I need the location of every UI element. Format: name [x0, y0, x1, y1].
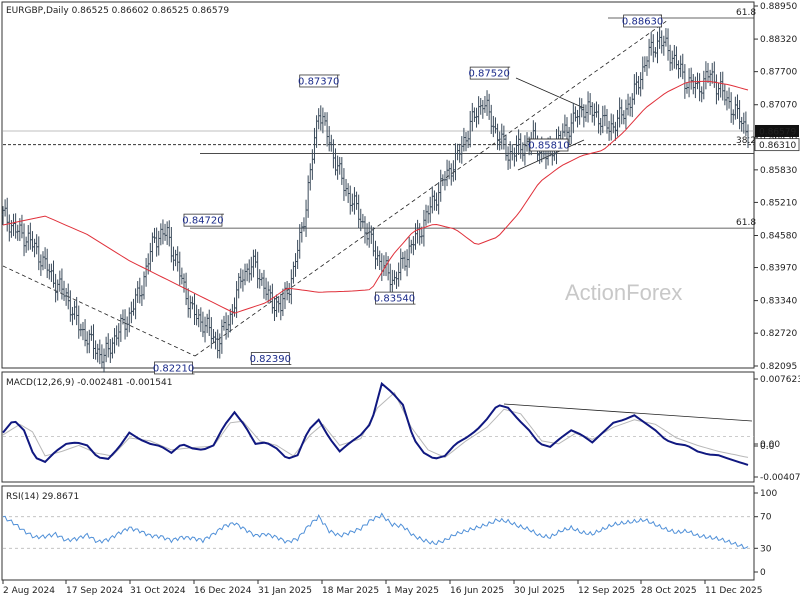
- price-tick-label: 0.85210: [760, 198, 797, 208]
- current-price-tag: 0.86579: [755, 124, 799, 137]
- price-tick-label: 0.87700: [760, 68, 797, 78]
- price-tick-label: 0.84580: [760, 231, 797, 241]
- fib-label: 61.8: [736, 8, 756, 18]
- support-price-tag: 0.86310: [754, 138, 800, 151]
- macd-panel-frame: [1, 371, 755, 483]
- date-tick-label: 16 Dec 2024: [194, 586, 252, 596]
- macd-axis: 0.007623 0.000.0 -0.004073: [754, 375, 800, 483]
- macd-tick-label: 0.007623: [760, 375, 800, 385]
- macd-tick-label: -0.004073: [760, 473, 800, 483]
- channel-lower-trendline: [2, 265, 196, 357]
- date-tick-label: 2 Aug 2024: [3, 586, 55, 596]
- triangle-lower-line: [517, 139, 585, 171]
- swing-label: 0.88630: [622, 14, 663, 28]
- date-tick-label: 12 Sep 2025: [578, 586, 635, 596]
- rsi-tick-label: 30: [760, 544, 772, 554]
- svg-text:0.87520: 0.87520: [469, 69, 510, 80]
- price-tick-label: 0.82095: [760, 362, 797, 372]
- date-tick-label: 28 Oct 2025: [641, 586, 697, 596]
- rsi-panel-frame: [1, 485, 755, 581]
- rsi-tick-label: 70: [760, 513, 772, 523]
- macd-tick-label: 0.0: [760, 442, 775, 452]
- date-tick-label: 31 Jan 2025: [258, 586, 312, 596]
- date-tick-label: 11 Dec 2025: [705, 586, 763, 596]
- swing-label: 0.83540: [374, 291, 416, 305]
- macd-tick-label: 0.00: [760, 440, 780, 450]
- triangle-upper-line: [515, 77, 585, 109]
- date-tick-label: 1 May 2025: [386, 586, 439, 596]
- svg-text:0.86310: 0.86310: [759, 141, 796, 151]
- macd-lines: [2, 381, 754, 466]
- svg-text:0.86579: 0.86579: [759, 127, 796, 137]
- swing-label: 0.85810: [527, 138, 570, 152]
- fib-label: 38.2: [736, 136, 756, 146]
- macd-main-line: [2, 381, 749, 466]
- price-tick-label: 0.87070: [760, 101, 797, 111]
- channel-upper-trendline: [194, 19, 669, 357]
- svg-text:0.82210: 0.82210: [153, 363, 194, 374]
- swing-label: 0.82210: [153, 361, 195, 374]
- price-axis: 0.889500.883200.877000.870700.864500.858…: [754, 2, 800, 372]
- date-tick-label: 17 Sep 2024: [66, 586, 123, 596]
- macd-signal-line: [2, 391, 749, 458]
- rsi-axis: 100 70 30 0: [754, 489, 777, 578]
- rsi-tick-label: 100: [760, 489, 777, 499]
- price-tick-label: 0.88950: [760, 2, 797, 12]
- swing-label: 0.87370: [298, 74, 340, 87]
- date-tick-label: 31 Oct 2024: [130, 586, 186, 596]
- price-tick-label: 0.83970: [760, 264, 797, 274]
- svg-text:0.82390: 0.82390: [250, 354, 291, 365]
- price-levels: 61.8 38.2 61.8: [3, 8, 756, 229]
- symbol-header: EURGBP,Daily 0.86525 0.86602 0.86525 0.8…: [6, 6, 229, 16]
- svg-text:0.83540: 0.83540: [374, 294, 415, 305]
- rsi-header: RSI(14) 29.8671: [6, 492, 79, 502]
- moving-average: [2, 80, 749, 314]
- rsi-tick-label: 0: [760, 568, 766, 578]
- macd-header: MACD(12,26,9) -0.002481 -0.001541: [6, 378, 172, 388]
- price-tick-label: 0.88320: [760, 35, 797, 45]
- trendlines: [2, 19, 753, 422]
- date-tick-label: 30 Jul 2025: [514, 586, 565, 596]
- rsi-lines: [2, 512, 754, 550]
- fib-label: 61.8: [736, 218, 756, 228]
- date-tick-label: 16 Jun 2025: [450, 586, 504, 596]
- watermark-text: ActionForex: [565, 280, 682, 305]
- swing-label: 0.87520: [469, 66, 511, 80]
- date-axis: 2 Aug 2024 17 Sep 2024 31 Oct 2024 16 Dec 2…: [2, 580, 763, 596]
- price-tick-label: 0.83340: [760, 297, 797, 307]
- swing-label: 0.82390: [250, 352, 292, 365]
- swing-label: 0.84720: [182, 213, 224, 227]
- swing-labels: 0.88630 0.87520 0.87370 0.84720 0.83540 0.823…: [153, 14, 663, 374]
- macd-divergence-line: [503, 403, 753, 422]
- svg-text:0.87370: 0.87370: [298, 76, 339, 87]
- price-bar: [746, 124, 750, 149]
- svg-text:0.84720: 0.84720: [182, 216, 223, 227]
- moving-average-line: [2, 80, 749, 314]
- price-tick-label: 0.85830: [760, 166, 797, 176]
- price-panel-frame: [1, 1, 755, 369]
- svg-text:0.85810: 0.85810: [528, 141, 569, 152]
- price-tick-label: 0.82720: [760, 329, 797, 339]
- rsi-line: [2, 512, 749, 550]
- date-tick-label: 18 Mar 2025: [322, 586, 379, 596]
- svg-text:0.88630: 0.88630: [622, 17, 663, 28]
